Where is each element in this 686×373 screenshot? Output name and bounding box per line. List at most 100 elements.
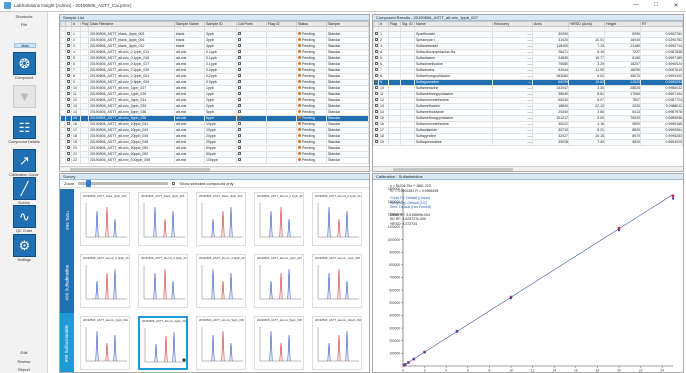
row-checkbox-cell[interactable] [373,96,379,104]
compound-column-header[interactable]: RT [640,21,683,27]
table-row[interactable]: 19 20190506_ASTT_alt-mix_20ppb_048 alt-mix… [60,138,369,146]
chromatogram-cell[interactable]: 20190506_ASTT_alt-mix_1ppb_029 [312,254,362,308]
row-checkbox[interactable] [375,62,378,66]
cal-point-checkbox[interactable] [238,146,241,150]
row-checkbox[interactable] [67,56,70,60]
row-checkbox[interactable] [67,92,70,96]
chromatogram-cell[interactable]: 20190506_ASTT_alt-mix_0.5ppb_024 [196,254,246,308]
row-checkbox[interactable] [375,80,378,84]
row-checkbox[interactable] [67,158,70,162]
row-checkbox[interactable] [67,62,70,66]
cal-point-checkbox[interactable] [238,38,241,42]
row-checkbox[interactable] [67,104,70,108]
row-checkbox-cell[interactable] [373,84,379,92]
row-checkbox[interactable] [67,44,70,48]
cal-point-checkbox[interactable] [238,158,241,162]
table-row[interactable]: 2 20190506_ASTT_blank_3ppb_006 blank 3ppb Pe… [60,36,369,44]
row-checkbox[interactable] [375,140,378,144]
table-row[interactable]: 16 Sulfamonomethoxine ---- 35022 4.16 9800 0.9… [373,120,683,128]
row-checkbox[interactable] [67,140,70,144]
chromatogram-cell[interactable]: 20190506_ASTT_blank_3ppb_003 [80,192,130,246]
cal-point-checkbox[interactable] [238,92,241,96]
row-checkbox[interactable] [67,110,70,114]
cal-point-cell[interactable] [236,156,267,164]
sample-list-scrollbar[interactable] [60,166,369,171]
row-checkbox-cell[interactable] [373,114,379,122]
row-checkbox[interactable] [375,68,378,72]
chromatogram-cell[interactable]: 20190506_ASTT_alt-mix_0.1ppb_015 [312,192,362,246]
row-checkbox[interactable] [67,50,70,54]
row-checkbox[interactable] [375,110,378,114]
row-checkbox[interactable] [375,32,378,36]
cal-point-checkbox[interactable] [238,50,241,54]
row-checkbox-cell[interactable] [373,60,379,68]
cal-point-checkbox[interactable] [238,74,241,78]
row-checkbox-cell[interactable] [373,36,379,44]
row-checkbox[interactable] [67,86,70,90]
qc-chart-button[interactable]: ∿ [13,205,36,228]
close-button[interactable]: ✕ [673,3,679,9]
row-checkbox-cell[interactable] [373,48,379,56]
row-checkbox-cell[interactable] [373,90,379,98]
survey-button[interactable]: ╱ [13,177,36,200]
table-row[interactable]: 10 Sulfamerazine ---- 132047 3.30 28825 0.9986… [373,84,683,92]
row-checkbox-cell[interactable] [373,78,379,86]
chromatogram-cell[interactable]: 20190506_ASTT_alt-mix_0.1ppb_013 [254,192,304,246]
table-row[interactable]: 1 Sparfloxacin ---- 30290 5290 0.9902761 [373,30,683,38]
filter-button[interactable]: ▼ [13,85,36,108]
table-row[interactable]: 5 20190506_ASTT_alt-mix_0.1ppb_015 alt-mix… [60,54,369,62]
table-row[interactable]: 19 Sulfaquinoxaline ---- 39028 7.40 9820 0.999… [373,138,683,146]
table-row[interactable]: 15 Sulfamethoxypyridazine ---- 321217 3.09 76… [373,114,683,122]
cal-point-checkbox[interactable] [238,152,241,156]
row-checkbox-cell[interactable] [373,66,379,74]
table-row[interactable]: 6 20190506_ASTT_alt-mix_0.1ppb_017 alt-mix… [60,60,369,68]
compound-details-button[interactable]: ☷ [13,116,36,139]
table-row[interactable]: 1 20190506_ASTT_blank_3ppb_003 blank 3ppb Pe… [60,30,369,38]
table-row[interactable]: 6 Sulfadimethoxine ---- 75080 3.29 18207 0.999… [373,60,683,68]
row-checkbox[interactable] [67,98,70,102]
cal-point-checkbox[interactable] [238,104,241,108]
row-checkbox-cell[interactable] [373,126,379,134]
compound-column-header[interactable]: Sig. ID [400,21,415,27]
cal-point-checkbox[interactable] [238,68,241,72]
table-row[interactable]: 15 20190506_ASTT_alt-mix_5ppb_038 alt-mix 5… [60,114,369,122]
row-checkbox[interactable] [375,122,378,126]
cal-point-checkbox[interactable] [238,80,241,84]
chromatogram-cell[interactable]: 20190506_ASTT_alt-mix_5ppb_038 [254,316,304,370]
row-checkbox[interactable] [375,56,378,60]
chromatogram-cell[interactable]: 20190506_ASTT_alt-mix_10ppb_041 [312,316,362,370]
row-checkbox[interactable] [67,32,70,36]
chromatogram-cell[interactable]: 20190506_ASTT_alt-mix_2ppb_031 [80,316,130,370]
table-row[interactable]: 11 Sulfamethoxypyridazine ---- 38040 8.61 170… [373,90,683,98]
row-checkbox[interactable] [375,104,378,108]
file-menu[interactable]: File [20,22,28,27]
maximize-button[interactable]: □ [654,2,658,8]
zoom-slider[interactable] [78,180,169,187]
row-checkbox[interactable] [375,128,378,132]
table-row[interactable]: 13 Sulfamethazine ---- 18600 22.12 4230 0.0988… [373,102,683,110]
compound-button[interactable]: ❂ [13,52,36,75]
row-checkbox-cell[interactable] [373,30,379,38]
show-selected-checkbox[interactable] [172,182,176,185]
row-checkbox-cell[interactable] [373,102,379,110]
edit-menu[interactable]: Edit [20,350,28,355]
main-menu[interactable]: Main [14,43,36,48]
chromatogram-cell[interactable]: 20190506_ASTT_alt-mix_0.2ppb_019 [80,254,130,308]
table-row[interactable]: 5 Sulfadiazine ---- 24830 15.77 6190 0.9997180 [373,54,683,62]
chromatogram-cell[interactable]: 20190506_ASTT_alt-mix_1ppb_027 [254,254,304,308]
report-menu[interactable]: Report [17,367,30,372]
row-checkbox[interactable] [375,74,378,78]
row-checkbox[interactable] [67,38,70,42]
compound-results-scrollbar[interactable] [373,166,683,171]
table-row[interactable]: 17 Sulfanilamide ---- 30710 8.21 8820 0.999006… [373,126,683,134]
chromatogram-cell[interactable]: 20190506_ASTT_blank_3ppb_006 [138,192,188,246]
table-row[interactable]: 2 Spiramycin I ---- 31020 10.01 16040 0.029078… [373,36,683,44]
settings-button[interactable]: ⚙ [13,234,36,257]
row-checkbox[interactable] [67,134,70,138]
table-row[interactable]: 4 Sulfachloropyridazine-Na ---- 28471 8.19 72… [373,48,683,56]
chromatogram-cell[interactable]: 20190506_ASTT_alt-mix_5ppb_036 [196,316,246,370]
table-row[interactable]: 3 Sulfacetamide ---- 118400 7.13 21180 0.99927… [373,42,683,50]
row-checkbox-cell[interactable] [373,54,379,62]
cal-point-checkbox[interactable] [238,32,241,36]
table-row[interactable]: 8 20190506_ASTT_alt-mix_0.2ppb_021 alt-mix… [60,72,369,80]
